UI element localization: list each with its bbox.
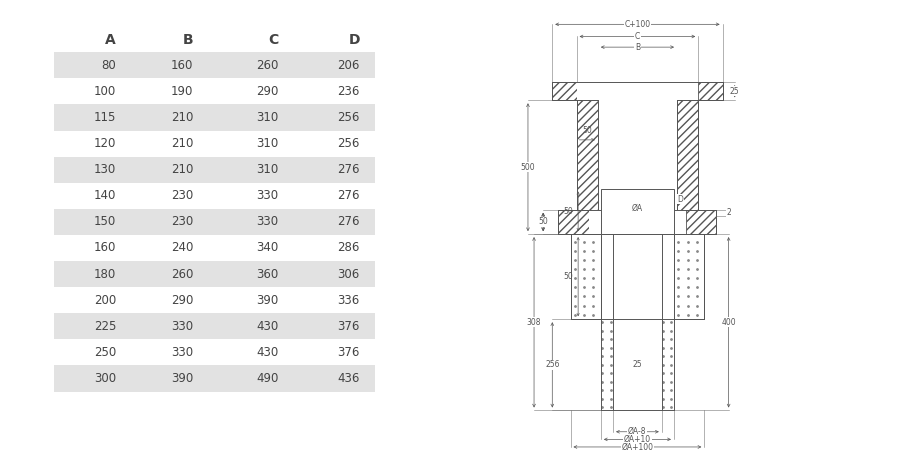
Text: 376: 376 bbox=[338, 320, 360, 333]
Text: 210: 210 bbox=[171, 137, 194, 150]
Text: 276: 276 bbox=[338, 163, 360, 176]
Text: 100: 100 bbox=[94, 85, 116, 98]
Text: 150: 150 bbox=[94, 216, 116, 228]
Text: 80: 80 bbox=[102, 59, 116, 72]
Text: 260: 260 bbox=[256, 59, 279, 72]
Bar bbox=[558, 210, 589, 234]
Text: 25: 25 bbox=[730, 87, 740, 96]
Text: 180: 180 bbox=[94, 268, 116, 280]
Text: 210: 210 bbox=[171, 163, 194, 176]
Text: ØA: ØA bbox=[632, 204, 643, 213]
Text: 160: 160 bbox=[94, 242, 116, 254]
Text: 310: 310 bbox=[256, 163, 279, 176]
Text: 500: 500 bbox=[520, 163, 536, 172]
Text: 360: 360 bbox=[256, 268, 279, 280]
Text: 256: 256 bbox=[545, 360, 560, 369]
Text: 430: 430 bbox=[256, 320, 279, 333]
Text: 330: 330 bbox=[256, 189, 279, 202]
Text: 240: 240 bbox=[171, 242, 194, 254]
Bar bbox=[577, 82, 698, 100]
Text: 25: 25 bbox=[633, 360, 643, 369]
Text: 50: 50 bbox=[538, 217, 548, 226]
Text: 340: 340 bbox=[256, 242, 279, 254]
Text: 225: 225 bbox=[94, 320, 116, 333]
Text: C: C bbox=[268, 33, 279, 48]
Text: 120: 120 bbox=[94, 137, 116, 150]
Text: 236: 236 bbox=[338, 85, 360, 98]
Text: 50: 50 bbox=[538, 217, 548, 226]
Text: 336: 336 bbox=[338, 294, 360, 306]
Text: 210: 210 bbox=[171, 111, 194, 124]
Text: ØA-8: ØA-8 bbox=[628, 427, 647, 436]
Text: 376: 376 bbox=[338, 346, 360, 359]
Text: 50: 50 bbox=[582, 126, 592, 135]
Text: A: A bbox=[105, 33, 116, 48]
Text: 50: 50 bbox=[563, 272, 573, 281]
Bar bbox=[598, 100, 677, 210]
Text: 308: 308 bbox=[526, 318, 541, 327]
Bar bbox=[54, 313, 375, 339]
Bar bbox=[54, 365, 375, 392]
Bar bbox=[577, 100, 598, 210]
Text: 115: 115 bbox=[94, 111, 116, 124]
Text: 306: 306 bbox=[338, 268, 360, 280]
Text: 50: 50 bbox=[563, 207, 573, 216]
Text: 130: 130 bbox=[94, 163, 116, 176]
Bar bbox=[698, 82, 723, 100]
Text: 390: 390 bbox=[256, 294, 279, 306]
Text: 2: 2 bbox=[726, 208, 731, 217]
Text: 300: 300 bbox=[94, 372, 116, 385]
Bar bbox=[54, 209, 375, 235]
Text: 230: 230 bbox=[171, 216, 194, 228]
Bar bbox=[589, 210, 686, 234]
Text: D: D bbox=[348, 33, 360, 48]
Text: 310: 310 bbox=[256, 137, 279, 150]
Text: 290: 290 bbox=[171, 294, 194, 306]
Text: 436: 436 bbox=[338, 372, 360, 385]
Bar bbox=[686, 210, 716, 234]
Text: 330: 330 bbox=[256, 216, 279, 228]
Text: 230: 230 bbox=[171, 189, 194, 202]
Text: 430: 430 bbox=[256, 346, 279, 359]
Text: 290: 290 bbox=[256, 85, 279, 98]
Text: 276: 276 bbox=[338, 189, 360, 202]
Bar bbox=[54, 52, 375, 78]
Bar bbox=[54, 104, 375, 130]
Text: 206: 206 bbox=[338, 59, 360, 72]
Text: 490: 490 bbox=[256, 372, 279, 385]
Text: 330: 330 bbox=[171, 346, 194, 359]
Text: 140: 140 bbox=[94, 189, 116, 202]
Bar bbox=[674, 234, 705, 319]
Text: B: B bbox=[634, 43, 640, 52]
Text: D: D bbox=[677, 195, 683, 204]
Text: 390: 390 bbox=[171, 372, 194, 385]
Text: 260: 260 bbox=[171, 268, 194, 280]
Text: 250: 250 bbox=[94, 346, 116, 359]
Text: 190: 190 bbox=[171, 85, 194, 98]
Text: C+100: C+100 bbox=[625, 20, 651, 29]
Text: 256: 256 bbox=[338, 111, 360, 124]
Text: 256: 256 bbox=[338, 137, 360, 150]
Text: B: B bbox=[183, 33, 194, 48]
Text: ØA+10: ØA+10 bbox=[624, 435, 651, 444]
Text: ØA+100: ØA+100 bbox=[621, 442, 653, 450]
Text: 200: 200 bbox=[94, 294, 116, 306]
Bar bbox=[553, 82, 577, 100]
Text: 276: 276 bbox=[338, 216, 360, 228]
Bar bbox=[601, 189, 674, 234]
Text: 310: 310 bbox=[256, 111, 279, 124]
Bar bbox=[571, 234, 601, 319]
Text: C: C bbox=[634, 32, 640, 41]
Text: 286: 286 bbox=[338, 242, 360, 254]
Bar bbox=[677, 100, 698, 210]
Bar bbox=[54, 261, 375, 287]
Bar bbox=[54, 157, 375, 183]
Text: 400: 400 bbox=[721, 318, 736, 327]
Text: 160: 160 bbox=[171, 59, 194, 72]
Text: 330: 330 bbox=[171, 320, 194, 333]
